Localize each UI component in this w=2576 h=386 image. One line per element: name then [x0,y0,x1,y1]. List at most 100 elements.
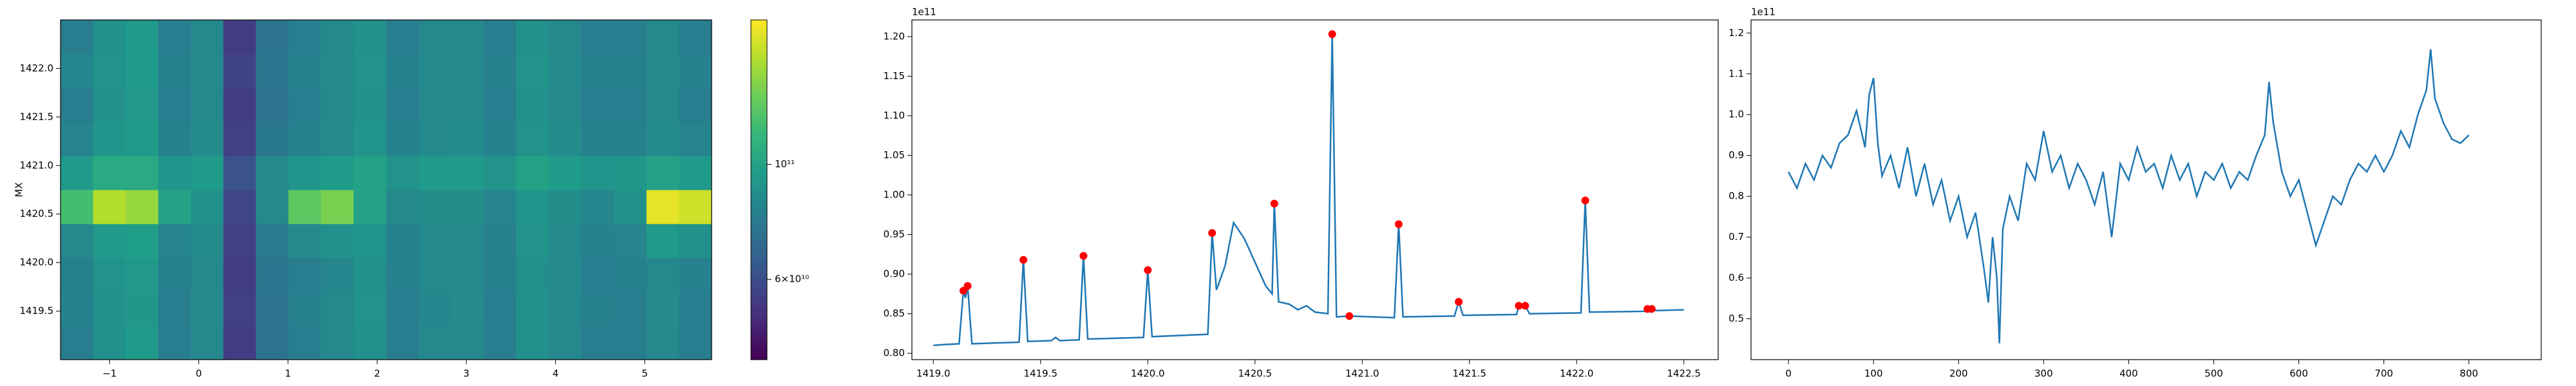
heatmap-cell [679,122,712,156]
colorbar-slice [751,223,767,228]
heatmap-cell [549,87,582,122]
heatmap-cell [581,53,614,89]
heatmap-cell [386,291,419,326]
x-tick-label: −1 [102,368,117,380]
heatmap-cell [256,122,289,156]
colorbar-slice [751,202,767,207]
colorbar-slice [751,100,767,106]
x-tick-label: 500 [2204,368,2223,380]
colorbar-slice [751,160,767,165]
heatmap-cell [646,20,679,55]
colorbar-slice [751,338,767,344]
offset-label: 1e11 [912,6,936,18]
colorbar-slice [751,24,767,29]
y-tick-label: 1420.5 [20,208,54,219]
heatmap-cell [679,257,712,292]
heatmap-cell [679,156,712,190]
colorbar-slice [751,143,767,148]
heatmap-cell [223,223,256,259]
heatmap-cell [386,20,419,55]
heatmap-cell [451,122,484,156]
peak-marker [1515,302,1523,310]
colorbar-slice [751,181,767,186]
y-tick-label: 1421.5 [20,111,54,122]
colorbar-slice [751,58,767,63]
x-tick-label: 4 [553,368,559,380]
heatmap-cell [191,291,224,326]
heatmap-cell [679,190,712,225]
axes-frame [1750,19,2542,360]
heatmap-cell [223,87,256,122]
heatmap-cell [419,20,452,55]
colorbar-slice [751,347,767,352]
heatmap-cell [93,156,126,190]
x-tick-label: 300 [2034,368,2053,380]
heatmap-cell [223,291,256,326]
colorbar-slice [751,287,767,292]
heatmap-cell [484,53,517,89]
y-tick-label: 1420.0 [20,257,54,268]
y-tick-label: 1.00 [884,189,905,201]
y-tick-label: 1419.5 [20,305,54,317]
heatmap-cell [581,257,614,292]
heatmap-cell [191,326,224,360]
peak-marker [963,282,972,290]
heatmap-cell [419,122,452,156]
heatmap-cell [158,223,191,259]
heatmap-cell [516,20,549,55]
colorbar-slice [751,211,767,216]
colorbar-slice [751,122,767,127]
heatmap-cell [158,156,191,190]
heatmap-cell [451,223,484,259]
colorbar-slice [751,20,767,25]
heatmap-cell [516,53,549,89]
heatmap-cell [484,87,517,122]
heatmap-cell [484,257,517,292]
heatmap-cell [61,223,94,259]
heatmap-cell [386,53,419,89]
colorbar-slice [751,351,767,356]
heatmap-cell [191,53,224,89]
colorbar-slice [751,304,767,309]
heatmap-cell [549,291,582,326]
colorbar-slice [751,215,767,220]
heatmap-cell [223,20,256,55]
heatmap-cell [321,223,354,259]
heatmap-cell [451,53,484,89]
colorbar-slice [751,198,767,203]
heatmap-cell [419,190,452,225]
peak-marker [1144,266,1152,274]
heatmap-cell [61,291,94,326]
heatmap-cell [223,156,256,190]
heatmap-cell [256,326,289,360]
colorbar-slice [751,275,767,280]
heatmap-cell [614,326,647,360]
heatmap-cell [581,291,614,326]
heatmap-cell [321,257,354,292]
heatmap-cell [353,190,386,225]
heatmap-cell [191,20,224,55]
peak-marker [1345,312,1354,320]
y-tick-label: 1.0 [1728,109,1744,120]
heatmap-cell [288,257,321,292]
y-tick-label: 0.9 [1728,149,1744,161]
heatmap-cell [549,20,582,55]
heatmap-cell [386,326,419,360]
x-tick-label: 0 [1785,368,1792,380]
colorbar-slice [751,253,767,259]
heatmap-cell [321,156,354,190]
heatmap-cell [484,20,517,55]
colorbar-slice [751,45,767,50]
heatmap-cell [419,291,452,326]
colorbar-slice [751,75,767,80]
colorbar-slice [751,62,767,68]
heatmap-cell [419,87,452,122]
heatmap-cell [386,156,419,190]
heatmap-cell [256,87,289,122]
colorbar-slice [751,241,767,246]
colorbar-slice [751,283,767,288]
heatmap-cell [93,257,126,292]
heatmap-cell [191,223,224,259]
heatmap-cell [451,257,484,292]
heatmap-cell [288,20,321,55]
